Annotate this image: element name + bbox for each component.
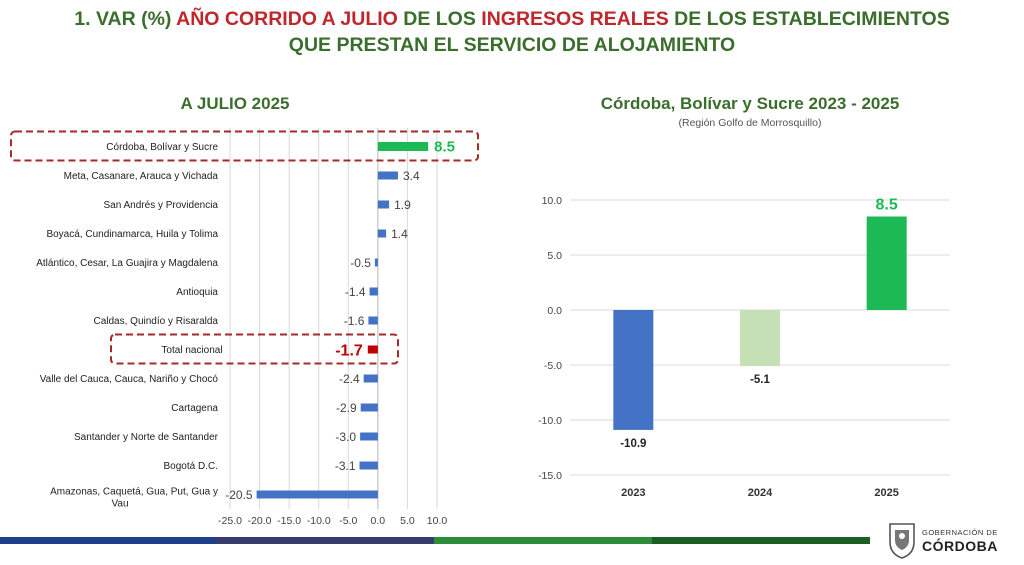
left-value-label: -1.4 [345,285,366,299]
title-part-1: 1. VAR (%) [74,8,177,30]
left-x-tick-label: -15.0 [277,515,301,527]
left-value-label: -2.4 [339,372,360,386]
title-line-1: 1. VAR (%) AÑO CORRIDO A JULIO DE LOS IN… [0,6,1024,32]
right-y-tick-label: 5.0 [547,250,562,262]
right-category-label: 2024 [748,487,773,499]
left-value-label: -3.1 [335,459,356,473]
left-x-tick-label: 10.0 [427,515,448,527]
right-value-label: 8.5 [876,197,898,214]
title-part-4: INGRESOS REALES [481,8,669,30]
left-bar [377,142,429,151]
right-bar-chart: 10.0 5.0 0.0 -5.0 -10.0 -15.0 2023 -10.9 2024 -5.… [538,195,950,499]
left-bar [359,461,378,470]
left-bar [360,432,378,441]
left-value-label: -2.9 [336,401,357,415]
left-x-tick-label: 5.0 [400,515,415,527]
right-value-label: -5.1 [750,374,770,386]
left-x-tick-label: 0.0 [371,515,386,527]
left-value-label: 8.5 [434,139,455,156]
logo-small-text: GOBERNACIÓN DE [922,528,998,537]
left-bar [363,374,378,383]
right-chart-subtitle: (Región Golfo de Morrosquillo) [678,117,822,129]
left-value-label: -1.7 [335,343,363,360]
left-category-label: Amazonas, Caquetá, Gua, Put, Gua y Vau [50,487,218,510]
footer-bar-2 [216,537,434,544]
left-bar-chart: -25.0 -20.0 -15.0 -10.0 -5.0 0.0 5.0 10.0 Córdob… [10,128,479,527]
page-title: 1. VAR (%) AÑO CORRIDO A JULIO DE LOS IN… [0,6,1024,58]
right-bar [613,310,654,430]
left-category-label: Meta, Casanare, Arauca y Vichada [64,171,219,182]
left-bar [369,287,378,296]
left-value-label: 1.9 [394,198,411,212]
left-value-label: -0.5 [350,256,371,270]
left-bar [374,258,378,267]
left-category-label: Atlántico, Cesar, La Guajira y Magdalena [36,258,218,269]
right-y-tick-label: -10.0 [538,415,562,427]
right-bar [866,216,907,310]
coat-of-arms-icon [889,523,915,559]
left-bar [360,403,378,412]
right-chart-title: Córdoba, Bolívar y Sucre 2023 - 2025 [600,94,900,113]
title-part-3: DE LOS [397,8,482,30]
gobernacion-logo: GOBERNACIÓN DE CÓRDOBA [886,520,1020,560]
right-category-label: 2025 [874,487,898,499]
left-bar [367,345,378,354]
right-category-label: 2023 [621,487,645,499]
left-x-tick-label: -10.0 [307,515,331,527]
left-category-label: Total nacional [161,345,222,356]
footer-bar-4 [652,537,870,544]
left-x-tick-label: -20.0 [248,515,272,527]
left-x-tick-label: -5.0 [339,515,357,527]
right-y-tick-label: -5.0 [544,360,562,372]
left-category-label: Valle del Cauca, Cauca, Nariño y Chocó [40,374,219,385]
highlight-box-cordoba [10,130,479,162]
left-category-label: Córdoba, Bolívar y Sucre [106,142,218,153]
left-x-tick-label: -25.0 [218,515,242,527]
left-value-label: 1.4 [391,227,408,241]
right-bar [740,310,780,367]
highlight-box-national [110,333,399,365]
footer-bar-1 [0,537,216,544]
right-y-tick-label: -15.0 [538,470,562,482]
right-y-tick-label: 10.0 [542,195,563,207]
left-chart-title: A JULIO 2025 [180,94,290,113]
title-part-5: DE LOS ESTABLECIMIENTOS [668,8,950,30]
left-category-label: San Andrés y Providencia [103,200,218,211]
left-category-label: Santander y Norte de Santander [74,432,219,443]
left-value-label: -1.6 [344,314,365,328]
left-category-label: Cartagena [171,403,218,414]
left-category-label: Boyacá, Cundinamarca, Huila y Tolima [46,229,218,240]
logo-big-text: CÓRDOBA [922,538,998,554]
right-value-label: -10.9 [620,438,646,450]
left-value-label: -20.5 [225,488,253,502]
left-bar [377,171,398,180]
right-y-tick-label: 0.0 [547,305,562,317]
left-value-label: 3.4 [403,169,420,183]
left-bar [256,490,378,499]
left-category-label: Bogotá D.C. [164,461,218,472]
title-part-2: AÑO CORRIDO A JULIO [176,8,398,30]
footer-bar-3 [434,537,652,544]
title-line-2: QUE PRESTAN EL SERVICIO DE ALOJAMIENTO [288,34,736,56]
left-value-label: -3.0 [335,430,356,444]
left-category-label: Antioquia [176,287,218,298]
left-bar [377,200,390,209]
left-bar [377,229,387,238]
left-category-label: Caldas, Quindío y Risaralda [93,316,218,327]
left-bar [368,316,378,325]
